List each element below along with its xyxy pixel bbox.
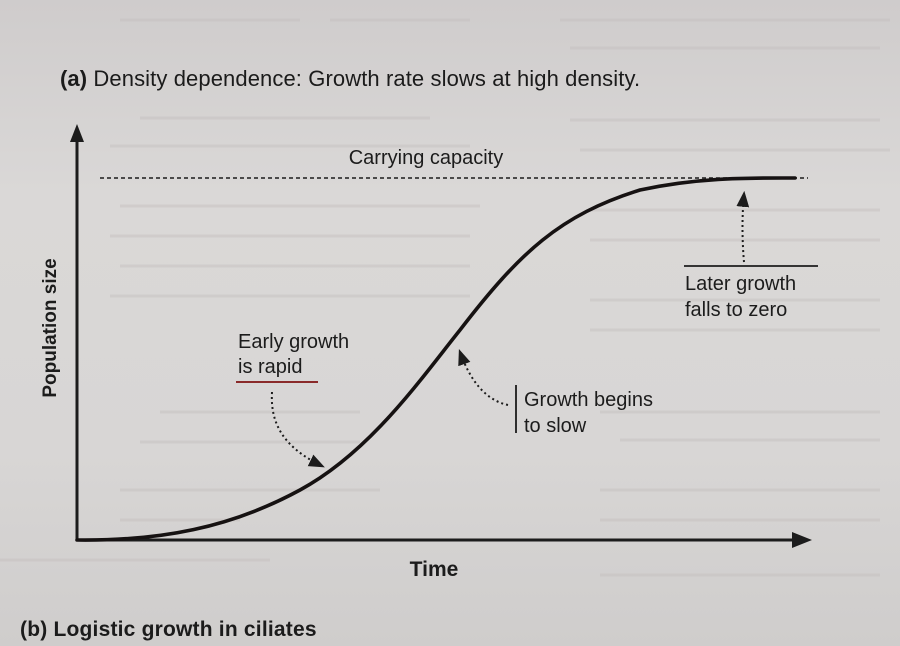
panel-label: (a) bbox=[60, 66, 88, 91]
figure-title-text: Density dependence: Growth rate slows at… bbox=[93, 66, 641, 91]
early-growth-arrow bbox=[270, 391, 325, 468]
early-growth-label-line2: is rapid bbox=[238, 356, 302, 378]
growth-slows-label-line1: Growth begins bbox=[524, 389, 653, 411]
figure-title: (a) Density dependence: Growth rate slow… bbox=[60, 66, 640, 92]
x-axis-label: Time bbox=[410, 558, 459, 581]
logistic-curve bbox=[75, 176, 797, 542]
later-growth-label-line2: falls to zero bbox=[685, 299, 787, 321]
x-axis-arrowhead bbox=[792, 532, 812, 548]
later-growth-arrow bbox=[736, 190, 750, 263]
growth-slows-label-line2: to slow bbox=[524, 415, 587, 437]
growth-slows-arrow bbox=[458, 348, 509, 406]
later-growth-label-line1: Later growth bbox=[685, 273, 796, 295]
y-axis-arrowhead bbox=[70, 124, 84, 142]
y-axis-label: Population size bbox=[40, 258, 61, 397]
next-panel-title: (b) Logistic growth in ciliates bbox=[20, 618, 317, 641]
early-growth-label-line1: Early growth bbox=[238, 331, 349, 353]
carrying-capacity-label: Carrying capacity bbox=[349, 147, 504, 169]
